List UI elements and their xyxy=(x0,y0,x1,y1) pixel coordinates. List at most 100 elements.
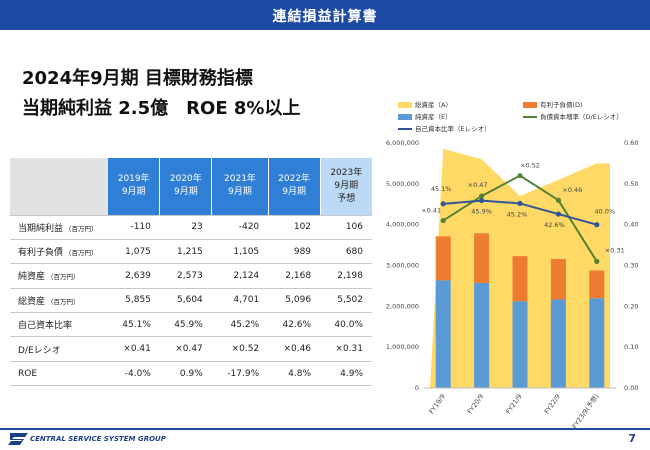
column-header-2023-forecast: 2023年 9月期 予想 xyxy=(320,158,372,216)
table-cell: -110 xyxy=(108,215,160,240)
equity-ratio-data-label: 40.0% xyxy=(594,208,615,216)
row-label-text: 有利子負債 xyxy=(18,248,64,259)
row-label: 自己資本比率 xyxy=(10,312,108,338)
column-period: 9月期 xyxy=(228,187,252,198)
table-cell: 1,105 xyxy=(211,239,269,265)
table-row: D/Eレシオ ×0.41 ×0.47 ×0.52 ×0.46 ×0.31 xyxy=(10,336,372,362)
table-cell: 42.6% xyxy=(268,312,321,338)
table-cell: 45.1% xyxy=(108,312,160,338)
table-cell: 23 xyxy=(159,215,212,240)
legend-label: 純資産（E） xyxy=(415,113,452,121)
row-label-text: 当期純利益 xyxy=(18,223,64,234)
de-ratio-data-label: ×0.31 xyxy=(605,246,625,254)
equity-ratio-line xyxy=(443,199,598,226)
legend-label: 自己資本比率（Eレシオ） xyxy=(415,125,491,133)
table-cell: -17.9% xyxy=(211,361,269,387)
row-label-text: D/Eレシオ xyxy=(18,345,61,356)
table-cell: 5,502 xyxy=(320,288,372,314)
de-ratio-point xyxy=(440,217,446,224)
column-note: 予想 xyxy=(337,193,356,204)
equity-ratio-data-label: 45.2% xyxy=(507,210,528,218)
debt-bar xyxy=(550,259,566,300)
net-assets-bar xyxy=(474,282,490,388)
de-ratio-data-label: ×0.41 xyxy=(421,207,441,215)
column-period: 9月期 xyxy=(282,187,306,198)
equity-ratio-point xyxy=(517,200,523,207)
debt-bar xyxy=(589,270,605,299)
row-unit: （百万円） xyxy=(65,249,98,258)
company-logo-icon xyxy=(8,433,28,445)
slide-title: 連結損益計算書 xyxy=(272,9,378,25)
table-cell: ×0.47 xyxy=(159,336,212,362)
legend-item-debt: 有利子負債(D) xyxy=(523,99,583,109)
legend-label: 総資産（A） xyxy=(415,101,452,109)
net-assets-bar xyxy=(550,299,566,388)
table-cell: 680 xyxy=(320,239,372,265)
legend-swatch xyxy=(398,102,412,108)
y-left-tick-label: 1,000,000 xyxy=(386,343,419,351)
legend-label: 負債資本増率（D/Eレシオ） xyxy=(540,113,623,121)
table-cell: 0.9% xyxy=(159,361,212,387)
row-label: ROE xyxy=(10,361,108,387)
equity-ratio-point xyxy=(555,211,562,217)
row-label: 有利子負債 （百万円） xyxy=(10,239,108,265)
table-cell: ×0.46 xyxy=(268,336,321,362)
table-cell: 40.0% xyxy=(320,312,372,338)
table-cell: 5,855 xyxy=(108,288,160,314)
table-row: ROE -4.0% 0.9% -17.9% 4.8% 4.9% xyxy=(10,361,372,387)
y-right-tick-label: 0.40 xyxy=(624,221,638,229)
x-tick-label: FY23/9(予想) xyxy=(570,392,601,430)
table-cell: 45.9% xyxy=(159,312,212,338)
target-heading: 2024年9月期 目標財務指標 xyxy=(22,68,253,89)
table-cell: 2,573 xyxy=(159,263,212,289)
row-label: 当期純利益 （百万円） xyxy=(10,215,108,240)
y-left-tick-label: 3,000,000 xyxy=(386,262,419,270)
row-unit: （百万円） xyxy=(47,273,80,282)
de-ratio-point xyxy=(594,258,600,265)
net-assets-bar xyxy=(512,301,528,388)
table-cell: 106 xyxy=(320,215,372,240)
table-cell: ×0.31 xyxy=(320,336,372,362)
column-header-2021: 2021年 9月期 xyxy=(211,158,269,216)
de-ratio-point xyxy=(517,173,523,179)
de-ratio-line xyxy=(442,174,598,262)
table-cell: 45.2% xyxy=(211,312,269,338)
table-cell: ×0.41 xyxy=(108,336,160,362)
table-cell: 1,215 xyxy=(159,239,212,265)
row-unit: （百万円） xyxy=(65,224,98,233)
y-left-tick-label: 6,000,000 xyxy=(386,139,419,147)
net-assets-bar xyxy=(589,298,605,388)
debt-bar xyxy=(512,256,528,302)
company-logo-text: CENTRAL SERVICE SYSTEM GROUP xyxy=(30,435,166,443)
legend-swatch xyxy=(523,116,537,118)
row-unit: （百万円） xyxy=(47,297,80,306)
x-tick-label: FY19/9 xyxy=(427,393,446,416)
legend-item-net-assets: 純資産（E） xyxy=(398,111,452,121)
target-subheading: 当期純利益 2.5億 ROE 8%以上 xyxy=(22,98,301,119)
net-assets-bar xyxy=(435,280,451,388)
legend-label: 有利子負債(D) xyxy=(540,101,583,109)
x-tick-label: FY21/9 xyxy=(504,393,523,416)
table-cell: 102 xyxy=(268,215,321,240)
column-period: 9月期 xyxy=(173,187,198,198)
column-header-2022: 2022年 9月期 xyxy=(268,158,321,216)
y-left-tick-label: 0 xyxy=(415,384,419,392)
legend-swatch xyxy=(523,102,537,108)
equity-ratio-data-label: 45.1% xyxy=(431,185,452,193)
debt-bar xyxy=(435,236,451,281)
legend-item-de-ratio: 負債資本増率（D/Eレシオ） xyxy=(523,111,623,121)
y-left-tick-label: 2,000,000 xyxy=(386,302,419,310)
row-label: D/Eレシオ xyxy=(10,336,108,362)
column-year: 2019年 xyxy=(117,174,150,185)
x-tick-label: FY20/9 xyxy=(466,393,485,416)
legend-item-total-assets: 総資産（A） xyxy=(398,99,452,109)
row-label-text: 総資産 xyxy=(18,296,46,307)
y-right-tick-label: 0.30 xyxy=(624,262,638,270)
footer-rule xyxy=(0,428,650,430)
table-cell: 2,168 xyxy=(268,263,321,289)
y-right-tick-label: 0.60 xyxy=(624,139,638,147)
table-cell: 4.9% xyxy=(320,361,372,387)
table-row: 自己資本比率 45.1% 45.9% 45.2% 42.6% 40.0% xyxy=(10,312,372,338)
x-tick-label: FY22/9 xyxy=(543,393,562,416)
table-cell: 2,198 xyxy=(320,263,372,289)
